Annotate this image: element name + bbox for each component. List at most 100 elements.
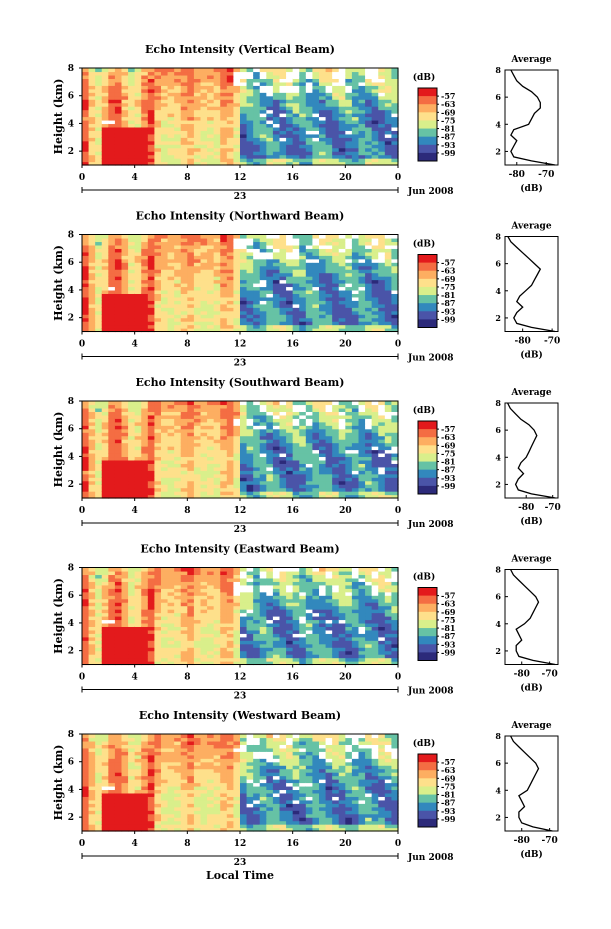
heatmap-cell [345, 404, 353, 409]
heatmap-cell [147, 657, 156, 662]
heatmap-cell [95, 602, 103, 607]
heatmap-cell [161, 244, 169, 249]
heatmap-cell [299, 133, 307, 138]
average-y-tick-label: 6 [495, 92, 501, 102]
x-tick-label: 8 [184, 173, 190, 183]
heatmap-cell [95, 442, 103, 447]
heatmap-cell [167, 78, 175, 83]
panel-3: Echo Intensity (Southward Beam)2468Heigh… [52, 376, 561, 535]
heatmap-cell [134, 289, 142, 294]
heatmap-cell [299, 258, 307, 263]
heatmap-cell [338, 262, 346, 267]
heatmap-cell [88, 629, 96, 634]
colorbar-swatch [418, 485, 437, 495]
colorbar-swatch [418, 278, 437, 288]
heatmap-cell [180, 251, 188, 256]
heatmap-cell [95, 244, 103, 249]
heatmap-cell [154, 484, 162, 489]
heatmap-cell [167, 279, 175, 284]
heatmap-cell [193, 463, 202, 468]
heatmap-cell [88, 584, 96, 589]
heatmap-cell [161, 74, 169, 79]
heatmap-cell [101, 272, 109, 277]
heatmap-cell [108, 314, 116, 319]
average-y-tick-label: 2 [495, 313, 501, 323]
heatmap-cell [266, 414, 274, 419]
heatmap-cell [207, 640, 215, 645]
heatmap-cell [82, 425, 90, 430]
y-tick-label: 8 [68, 64, 74, 74]
heatmap-cell [121, 81, 129, 86]
heatmap-cell [305, 102, 314, 107]
heatmap-cell [82, 484, 90, 489]
heatmap-cell [266, 321, 274, 326]
heatmap-cell [200, 92, 208, 97]
heatmap-cell [246, 629, 254, 634]
heatmap-cell [187, 255, 195, 260]
heatmap-cell [200, 234, 208, 239]
heatmap-cell [121, 137, 129, 142]
heatmap-cell [161, 657, 169, 662]
heatmap-cell [299, 404, 307, 409]
heatmap-cell [114, 477, 123, 482]
heatmap-cell [114, 567, 123, 572]
heatmap-cell [167, 269, 175, 274]
heatmap-cell [371, 234, 379, 239]
heatmap-cell [233, 407, 241, 412]
heatmap-cell [371, 116, 379, 121]
heatmap-cell [233, 130, 241, 135]
heatmap-cell [220, 446, 228, 451]
heatmap-cell [128, 99, 136, 104]
heatmap-cell [200, 272, 208, 277]
heatmap-cell [312, 92, 320, 97]
heatmap-cell [193, 328, 202, 333]
heatmap-cell [312, 95, 320, 100]
heatmap-cell [180, 244, 188, 249]
heatmap-cell [292, 258, 300, 263]
heatmap-cell [246, 255, 254, 260]
heatmap-cell [226, 633, 235, 638]
heatmap-cell [233, 442, 241, 447]
heatmap-cell [312, 324, 320, 329]
heatmap-cell [108, 85, 116, 90]
heatmap-cell [207, 435, 215, 440]
heatmap-cell [108, 92, 116, 97]
heatmap-cell [207, 92, 215, 97]
heatmap-cell [82, 95, 90, 100]
heatmap-cell [82, 88, 90, 93]
heatmap-cell [279, 487, 287, 492]
heatmap-cell [365, 158, 373, 163]
colorbar-swatch [418, 453, 437, 463]
heatmap-cell [128, 68, 136, 73]
heatmap-cell [233, 609, 241, 614]
heatmap-cell [207, 296, 215, 301]
heatmap-cell [213, 95, 221, 100]
heatmap-cell [213, 647, 221, 652]
heatmap-cell [391, 303, 399, 308]
heatmap-cell [101, 262, 109, 267]
heatmap-cell [134, 584, 142, 589]
heatmap-cell [108, 643, 116, 648]
heatmap-cell [325, 435, 333, 440]
heatmap-cell [319, 404, 327, 409]
heatmap-cell [358, 244, 366, 249]
heatmap-cell [220, 650, 228, 655]
heatmap-cell [384, 81, 393, 86]
heatmap-cell [384, 439, 393, 444]
heatmap-cell [319, 269, 327, 274]
heatmap-cell [213, 119, 221, 125]
heatmap-cell [141, 99, 149, 104]
heatmap-cell [332, 456, 340, 461]
heatmap-cell [332, 140, 340, 145]
colorbar-swatch [418, 104, 437, 113]
heatmap-cell [240, 276, 248, 281]
heatmap-cell [259, 71, 267, 76]
heatmap-cell [391, 328, 399, 333]
heatmap-cell [286, 144, 294, 149]
heatmap-cell [82, 439, 90, 444]
heatmap-cell [161, 428, 169, 433]
heatmap-cell [101, 654, 109, 659]
heatmap-cell [325, 470, 333, 475]
heatmap-cell [286, 480, 294, 485]
heatmap-cell [358, 262, 366, 267]
